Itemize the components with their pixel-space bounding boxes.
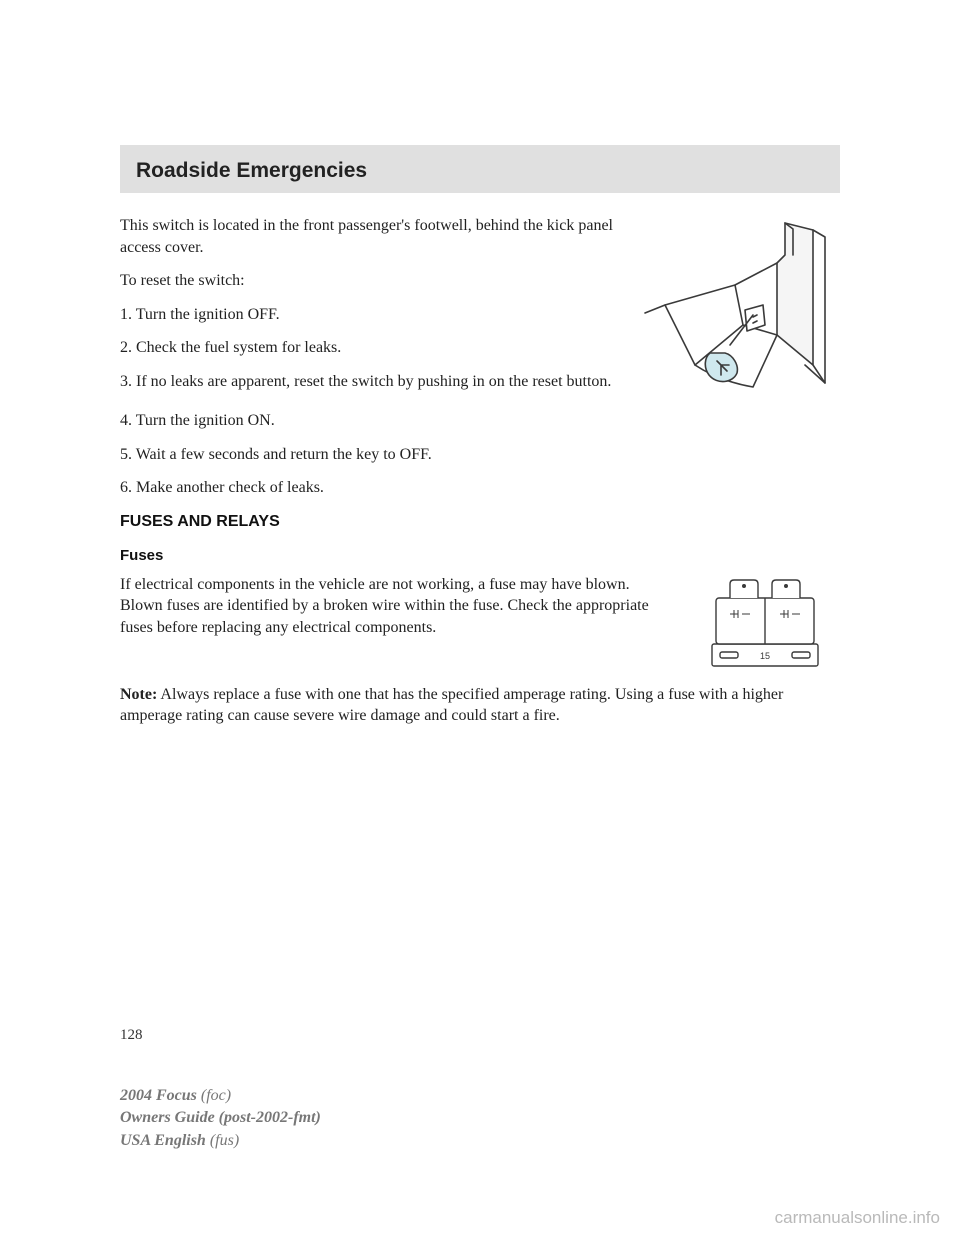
page-number: 128 <box>120 1027 840 1044</box>
fuses-subheading: Fuses <box>120 547 840 564</box>
step-2: 2. Check the fuel system for leaks. <box>120 337 619 359</box>
step-6: 6. Make another check of leaks. <box>120 477 840 499</box>
intro-text-column: This switch is located in the front pass… <box>120 215 619 405</box>
footer-line-3: USA English (fus) <box>120 1130 321 1152</box>
intro-row: This switch is located in the front pass… <box>120 215 840 410</box>
footer-model-code: (foc) <box>201 1087 231 1104</box>
fuse-paragraph: If electrical components in the vehicle … <box>120 574 674 639</box>
step-3: 3. If no leaks are apparent, reset the s… <box>120 371 619 393</box>
watermark-text: carmanualsonline.info <box>775 1208 940 1228</box>
manual-page: Roadside Emergencies This switch is loca… <box>0 0 960 1084</box>
intro-paragraph: This switch is located in the front pass… <box>120 215 619 258</box>
footer-block: 2004 Focus (foc) Owners Guide (post-2002… <box>120 1085 321 1152</box>
step-4: 4. Turn the ignition ON. <box>120 410 840 432</box>
fuse-text-column: If electrical components in the vehicle … <box>120 574 674 651</box>
note-text: Always replace a fuse with one that has … <box>120 686 783 725</box>
section-header-band: Roadside Emergencies <box>120 145 840 193</box>
footer-lang-code: (fus) <box>210 1132 239 1149</box>
footwell-illustration <box>635 215 840 410</box>
note-paragraph: Note: Always replace a fuse with one tha… <box>120 684 840 727</box>
step-1: 1. Turn the ignition OFF. <box>120 304 619 326</box>
reset-lead: To reset the switch: <box>120 270 619 292</box>
footer-line-2: Owners Guide (post-2002-fmt) <box>120 1107 321 1129</box>
section-title: Roadside Emergencies <box>136 159 824 183</box>
footer-model: 2004 Focus <box>120 1087 201 1104</box>
footer-lang: USA English <box>120 1132 210 1149</box>
svg-text:15: 15 <box>760 651 770 661</box>
step-5: 5. Wait a few seconds and return the key… <box>120 444 840 466</box>
note-label: Note: <box>120 686 157 703</box>
fuse-illustration: 15 <box>690 574 840 684</box>
fuse-row: If electrical components in the vehicle … <box>120 574 840 684</box>
footer-line-1: 2004 Focus (foc) <box>120 1085 321 1107</box>
fuses-relays-heading: FUSES AND RELAYS <box>120 513 840 531</box>
footer-guide: Owners Guide (post-2002-fmt) <box>120 1109 321 1126</box>
